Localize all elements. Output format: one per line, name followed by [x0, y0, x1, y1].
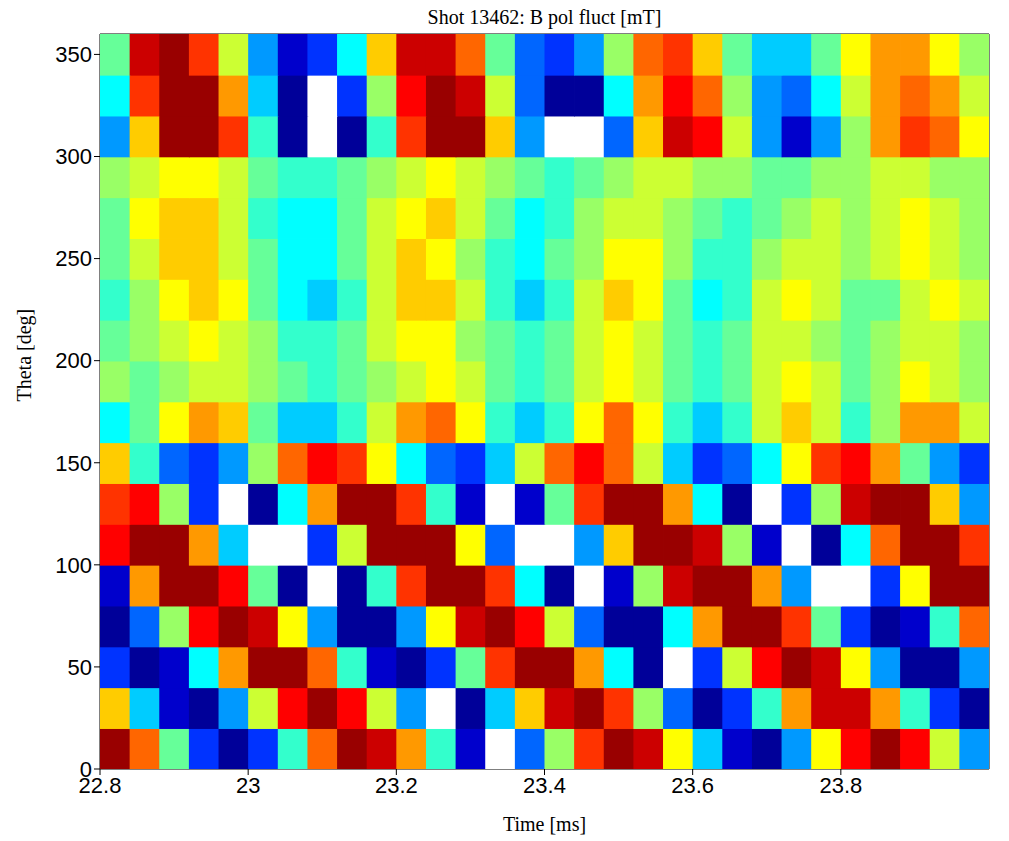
svg-text:Theta [deg]: Theta [deg] — [13, 309, 36, 402]
svg-text:350: 350 — [55, 42, 92, 67]
html-text:Shot 13462: B pol fluct [mT]: Shot 13462: B pol fluct [mT] — [427, 6, 662, 28]
svg-text:23.2: 23.2 — [375, 773, 418, 798]
svg-text:0: 0 — [80, 757, 92, 782]
svg-text:22.8: 22.8 — [78, 772, 122, 798]
svg-text:200: 200 — [55, 348, 92, 373]
svg-text:23: 23 — [236, 773, 260, 798]
svg-text:23.4: 23.4 — [523, 773, 566, 798]
svg-text:250: 250 — [55, 246, 92, 271]
svg-text:50: 50 — [68, 655, 92, 680]
svg-text:300: 300 — [55, 144, 92, 169]
svg-text:23.8: 23.8 — [819, 773, 862, 798]
svg-text:23.6: 23.6 — [671, 773, 714, 798]
svg-text:Time [ms]: Time [ms] — [503, 813, 586, 835]
svg-text:100: 100 — [55, 553, 92, 578]
svg-text:150: 150 — [55, 451, 92, 476]
